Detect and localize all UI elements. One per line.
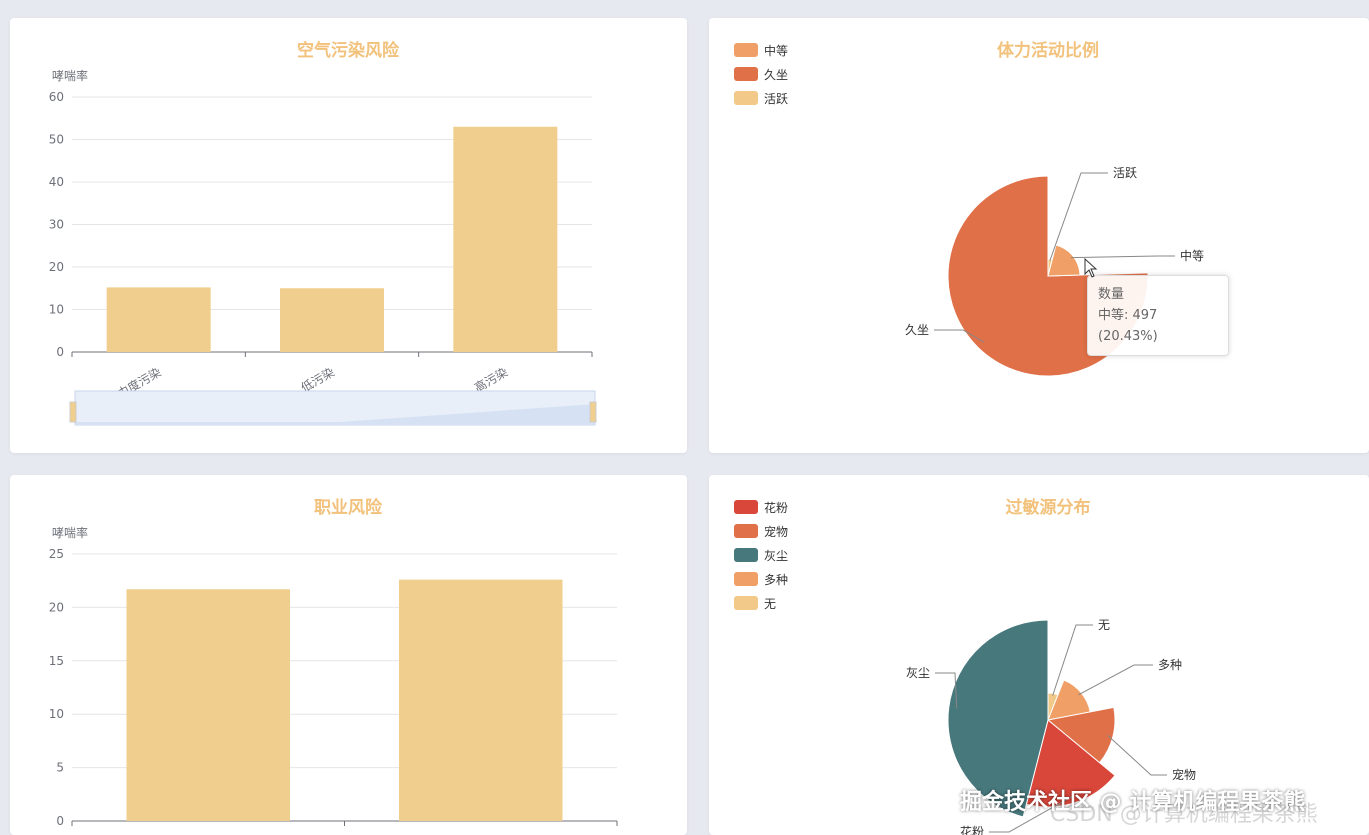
pie-slice-灰尘[interactable] (947, 619, 1049, 818)
legend-label[interactable]: 无 (764, 597, 776, 611)
pie-label: 花粉 (960, 824, 984, 835)
activity-panel: 体力活动比例 中等 久坐 活跃 久坐 活跃 中等 数量 中等: 497 (20.43%) (709, 18, 1369, 453)
y-tick-label: 5 (56, 761, 64, 775)
chart-title: 空气污染风险 (297, 40, 400, 61)
x-tick-label: 低污染 (298, 364, 337, 395)
chart-title: 过敏源分布 (1006, 497, 1091, 518)
pie-label: 久坐 (905, 323, 929, 337)
label-line (1107, 734, 1167, 776)
y-tick-label: 25 (49, 547, 64, 561)
watermark-juejin: 掘金技术社区 @ 计算机编程果茶熊 (960, 790, 1306, 815)
pie-slice-中等[interactable] (1047, 244, 1081, 277)
mouse-cursor-icon (1084, 258, 1098, 278)
legend-swatch[interactable] (734, 524, 758, 538)
pie-label: 活跃 (1113, 166, 1137, 180)
datazoom-handle-left[interactable] (69, 401, 77, 423)
legend-label[interactable]: 宠物 (764, 524, 788, 539)
legend-swatch[interactable] (734, 500, 758, 514)
bar-中度污染[interactable] (106, 287, 211, 352)
legend-swatch[interactable] (734, 67, 758, 81)
legend-swatch[interactable] (734, 596, 758, 610)
bar-室外[interactable] (126, 589, 291, 821)
air-pollution-panel: 空气污染风险 哮喘率 0 10 20 30 40 50 60 中度污染 低污染 高污染 (10, 18, 687, 453)
datazoom-handle-right[interactable] (589, 401, 597, 423)
label-line (1052, 624, 1093, 696)
bar-室内[interactable] (399, 579, 563, 821)
bar-低污染[interactable] (280, 288, 384, 352)
chart-title: 体力活动比例 (997, 40, 1099, 61)
y-tick-label: 50 (49, 133, 64, 147)
y-tick-label: 60 (49, 90, 64, 104)
watermark-csdn: CSDN @计算机编程果茶熊 (1050, 802, 1318, 827)
pie-label: 灰尘 (906, 666, 930, 680)
pie-label: 无 (1098, 618, 1110, 632)
chart-title: 职业风险 (314, 497, 383, 518)
label-line (1078, 664, 1153, 696)
y-axis-label: 哮喘率 (52, 68, 88, 83)
pie-slice-花粉[interactable] (1025, 719, 1116, 808)
legend-label[interactable]: 灰尘 (764, 549, 788, 563)
pie-tooltip: 数量 中等: 497 (20.43%) (1087, 275, 1229, 356)
tooltip-body: 中等: 497 (20.43%) (1098, 308, 1158, 344)
label-line (935, 672, 958, 709)
y-tick-label: 20 (49, 260, 64, 274)
label-line (934, 329, 985, 343)
allergen-panel: 过敏源分布 花粉 宠物 灰尘 多种无 无多种 宠物 花粉 灰尘 (709, 475, 1369, 835)
label-line (1049, 172, 1108, 261)
pie-label: 多种 (1158, 658, 1182, 672)
label-line (989, 795, 1073, 833)
y-tick-label: 0 (56, 814, 64, 828)
legend-swatch[interactable] (734, 43, 758, 57)
legend-swatch[interactable] (734, 91, 758, 105)
y-tick-label: 30 (49, 218, 64, 232)
legend-label[interactable]: 久坐 (764, 68, 788, 82)
y-tick-label: 40 (49, 175, 64, 189)
y-axis-label: 哮喘率 (52, 525, 88, 540)
legend-label[interactable]: 中等 (764, 43, 788, 58)
legend-label[interactable]: 活跃 (764, 92, 788, 106)
pie-label: 宠物 (1172, 767, 1196, 782)
datazoom-preview (75, 404, 595, 425)
pie-slice-宠物[interactable] (1046, 706, 1116, 764)
x-tick-label: 高污染 (471, 364, 510, 395)
label-line (1070, 255, 1175, 259)
y-tick-label: 20 (49, 600, 64, 614)
datazoom-slider[interactable] (69, 390, 597, 426)
bar-高污染[interactable] (453, 126, 558, 352)
y-tick-label: 0 (56, 345, 64, 359)
legend-label[interactable]: 花粉 (764, 500, 788, 515)
y-tick-label: 10 (49, 707, 64, 721)
y-tick-label: 10 (49, 303, 64, 317)
tooltip-header: 数量 (1098, 287, 1125, 302)
legend-label[interactable]: 多种 (764, 573, 788, 587)
y-tick-label: 15 (49, 654, 64, 668)
pie-label: 中等 (1180, 248, 1204, 263)
legend-swatch[interactable] (734, 572, 758, 586)
legend-swatch[interactable] (734, 548, 758, 562)
